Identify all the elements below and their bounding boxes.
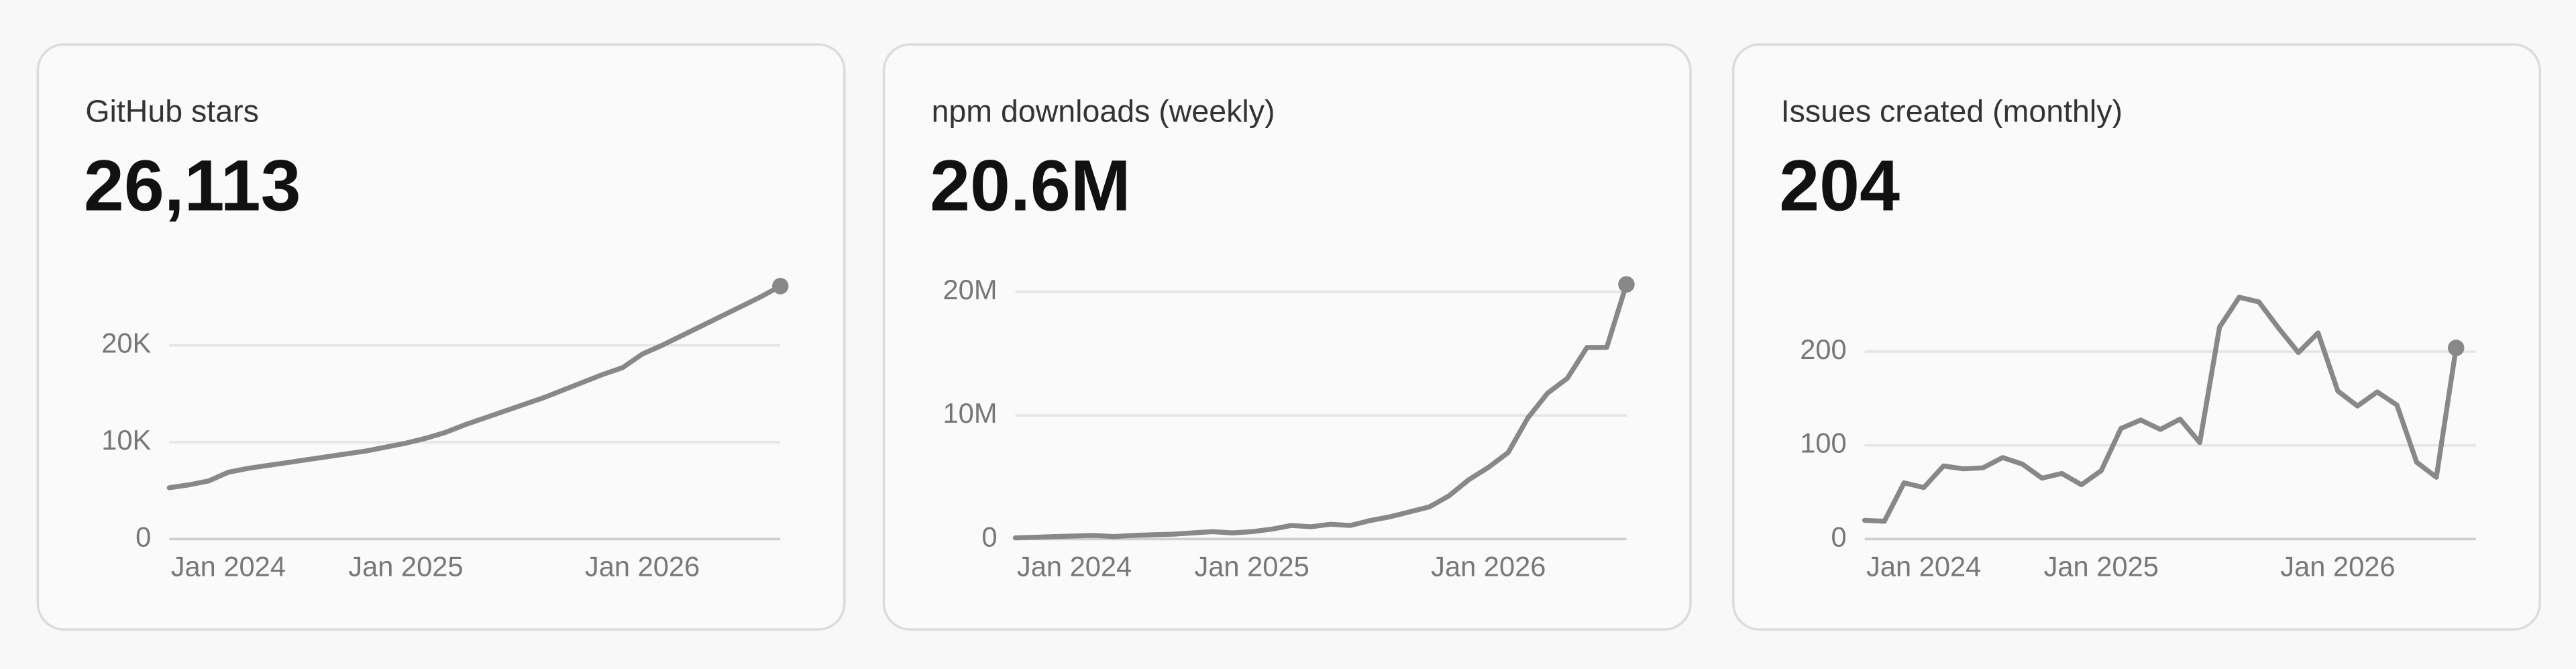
x-tick-label: Jan 2026 [1431,550,1546,582]
y-tick-label: 10M [943,397,998,429]
card: GitHub stars 26,113 0 10K 20K Jan 2024 Jan 202… [36,43,846,631]
card: npm downloads (weekly) 20.6M 0 10M 20M Jan 20… [882,43,1692,631]
y-tick-label: 0 [136,521,151,552]
x-tick-label: Jan 2024 [171,550,286,582]
y-tick-label: 20M [943,274,998,305]
end-point [1618,276,1635,293]
card-title: GitHub stars [85,93,259,128]
card: Issues created (monthly) 204 0 100 200 Jan 20… [1731,43,2541,631]
x-tick-label: Jan 2025 [348,550,463,582]
card-frame [36,43,846,631]
card-frame [1731,43,2541,631]
y-tick-label: 0 [981,521,997,552]
end-point [2447,340,2465,356]
card-title: npm downloads (weekly) [932,93,1275,128]
card-frame [882,43,1692,631]
line [166,283,783,491]
headline: 204 [1779,145,1900,226]
headline: 26,113 [84,145,301,226]
y-tick-label: 20K [101,327,151,359]
line [1012,282,1629,541]
card-title: Issues created (monthly) [1781,93,2123,128]
end-point [772,278,789,295]
y-tick-label: 200 [1800,333,1846,365]
y-tick-label: 0 [1831,521,1846,552]
x-tick-label: Jan 2026 [585,550,700,582]
headline: 20.6M [930,145,1130,226]
y-tick-label: 10K [101,424,151,456]
y-tick-label: 100 [1800,427,1846,459]
x-tick-label: Jan 2025 [2044,550,2159,582]
line [1862,295,2459,524]
x-tick-label: Jan 2024 [1866,550,1981,582]
x-tick-label: Jan 2026 [2280,550,2395,582]
x-tick-label: Jan 2025 [1194,550,1309,582]
x-tick-label: Jan 2024 [1017,550,1132,582]
